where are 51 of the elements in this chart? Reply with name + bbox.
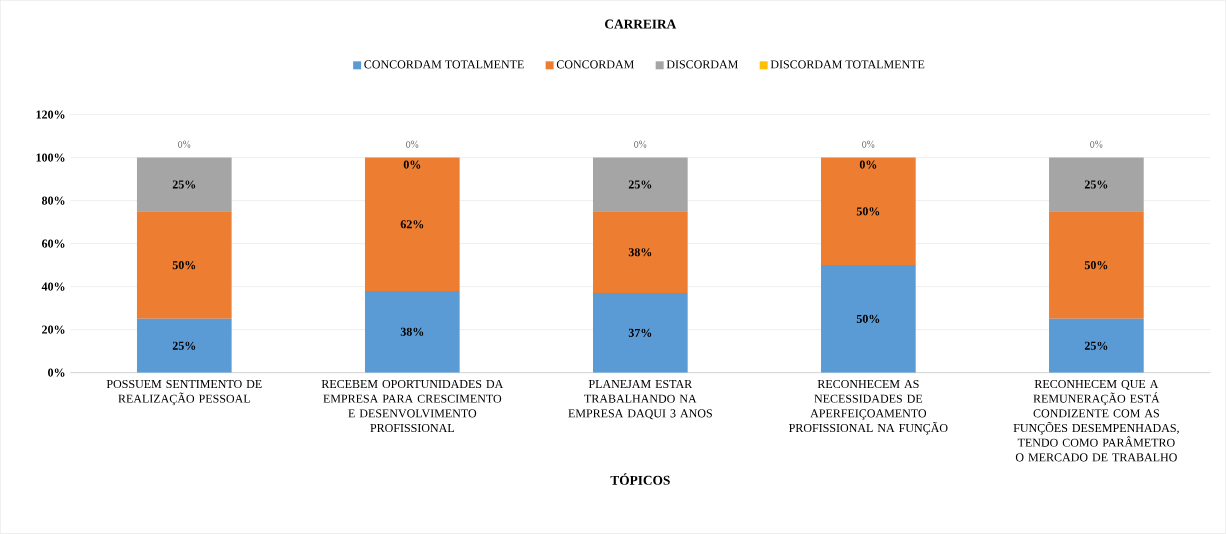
y-tick-label: 80% — [41, 196, 65, 205]
data-label: 0% — [406, 140, 419, 149]
x-tick-label: RECEBEM OPORTUNIDADES DA EMPRESA PARA CRESCIMENTO E DESENVOLVIMENTO PROFISSIONAL — [321, 380, 504, 433]
data-label: 50% — [856, 314, 880, 323]
data-label: 25% — [172, 341, 196, 350]
bar — [136, 318, 232, 373]
data-label: 50% — [172, 261, 196, 270]
x-tick-label: RECONHECEM AS NECESSIDADES DE APERFEIÇOAMENTO PROFISSIONAL NA FUNÇÃO — [789, 380, 948, 435]
data-label: 50% — [856, 207, 880, 216]
data-label: 25% — [172, 180, 196, 189]
legend-label: DISCORDAM TOTALMENTE — [770, 60, 925, 69]
data-label: 0% — [859, 160, 877, 169]
chart-title: CARREIRA — [605, 19, 677, 29]
bar — [593, 157, 688, 212]
y-tick-label: 20% — [42, 325, 65, 334]
data-label: 0% — [178, 140, 191, 149]
legend-label: CONCORDAM TOTALMENTE — [364, 60, 524, 69]
bar — [136, 211, 232, 319]
legend-label: CONCORDAM — [556, 60, 634, 69]
data-label: 38% — [400, 327, 424, 336]
data-label: 0% — [634, 140, 647, 149]
data-label: 25% — [628, 180, 652, 189]
bar — [1049, 318, 1144, 373]
data-label: 25% — [1084, 180, 1108, 189]
bar — [593, 211, 688, 294]
data-label: 62% — [400, 220, 424, 229]
bar — [136, 157, 232, 212]
data-label: 0% — [1090, 140, 1103, 149]
x-tick-label: POSSUEM SENTIMENTO DE REALIZAÇÃO PESSOAL — [106, 380, 262, 406]
bar — [593, 293, 688, 373]
data-label: 50% — [1084, 261, 1108, 270]
bar — [1049, 157, 1144, 212]
data-label: 25% — [1084, 341, 1108, 350]
bar — [1049, 211, 1144, 319]
data-label: 37% — [628, 328, 652, 337]
x-tick-label: RECONHECEM QUE A REMUNERAÇÃO ESTÁ CONDIZENTE COM AS FUNÇÕES DESEMPENHADAS, TENDO COMO PARÂMETRO O MERCADO DE TRABALHO — [1013, 380, 1179, 462]
bar — [364, 290, 460, 373]
x-axis-title: TÓPICOS — [610, 473, 670, 485]
bar — [821, 157, 916, 266]
data-label: 0% — [403, 160, 421, 169]
bar — [364, 157, 460, 291]
y-tick-label: 40% — [41, 282, 65, 291]
y-tick-label: 0% — [48, 368, 65, 377]
data-label: 38% — [628, 248, 652, 257]
x-tick-label: PLANEJAM ESTAR TRABALHANDO NA EMPRESA DAQUI 3 ANOS — [568, 380, 712, 420]
y-tick-label: 120% — [36, 110, 65, 119]
bar — [821, 265, 916, 373]
y-tick-label: 100% — [36, 153, 65, 162]
data-label: 0% — [862, 140, 875, 149]
y-tick-label: 60% — [41, 239, 65, 248]
legend-label: DISCORDAM — [666, 60, 738, 69]
